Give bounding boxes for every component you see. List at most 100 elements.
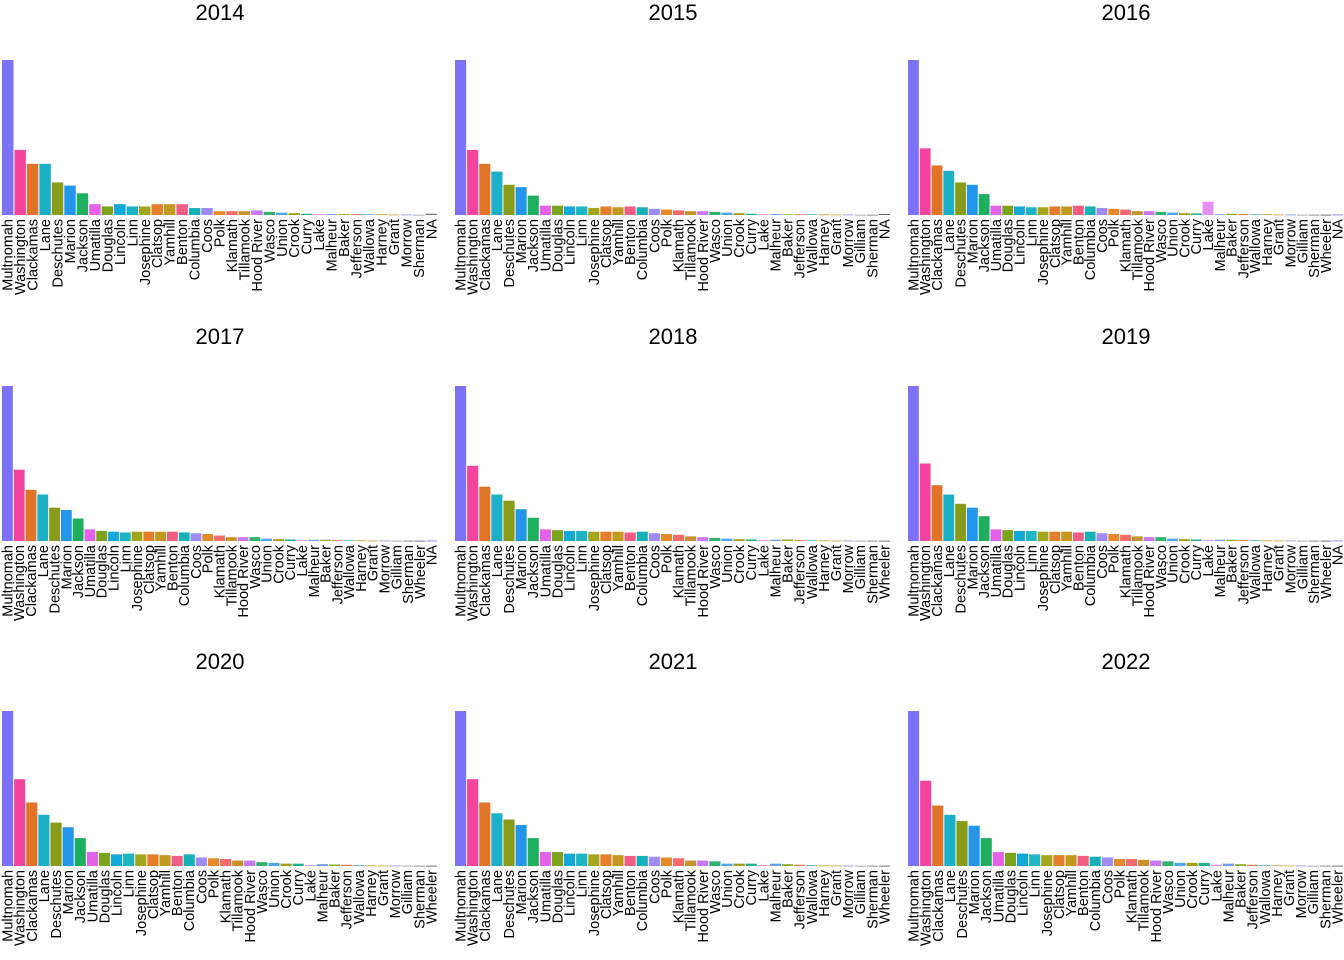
tick-label-2016-11: Josephine (1036, 219, 1052, 285)
bar-2014-sherman (413, 214, 425, 216)
tick-label-2014-10: Linn (125, 219, 141, 246)
tick-label-2019-17: Polk (1107, 544, 1123, 573)
tick-label-2017-4: Deschutes (48, 545, 64, 614)
tick-label-2021-31: Grant (829, 870, 845, 906)
bar-2018-morrow (842, 540, 854, 542)
bar-2018-malheur (769, 539, 782, 541)
bar-2016-linn (1025, 207, 1037, 215)
bar-2015-tillamook (685, 211, 697, 216)
tick-label-2017-2: Clackamas (24, 545, 40, 617)
bar-2021-polk (660, 857, 673, 867)
tick-label-2016-0: Multnomah (906, 219, 922, 291)
bar-2021-washington (467, 779, 479, 866)
bar-2018-lane (491, 494, 503, 541)
tick-label-2015-33: Gilliam (853, 219, 869, 263)
bar-2018-lake (757, 540, 769, 541)
tick-label-2014-27: Baker (337, 219, 353, 257)
tick-label-2021-27: Baker (781, 870, 797, 908)
bar-2016-wallowa (1249, 214, 1261, 216)
bar-2019-union (1167, 538, 1179, 541)
tick-label-2014-24: Curry (300, 218, 316, 254)
tick-label-2021-15: Columbia (635, 869, 651, 931)
tick-label-2015-25: Lake (756, 219, 772, 250)
bar-2014-multnomah (2, 60, 14, 215)
bar-2014-lake (313, 214, 325, 215)
bar-2019-benton (1072, 532, 1084, 542)
bar-2014-yamhill (163, 204, 176, 215)
bar-2020-lincoln (111, 854, 123, 867)
bar-2014-josephine (139, 206, 151, 215)
panel-title-2016: 2016 (1102, 0, 1151, 25)
tick-label-2021-26: Malheur (768, 870, 784, 923)
panel-title-2021: 2021 (649, 649, 698, 674)
tick-label-2014-5: Marion (63, 219, 79, 263)
tick-label-2019-24: Curry (1189, 544, 1205, 580)
bar-2019-lake (1202, 540, 1214, 541)
bar-2016-lincoln (1014, 206, 1025, 215)
tick-label-2016-35: Wheeler (1319, 219, 1335, 273)
tick-label-2018-27: Baker (781, 545, 797, 583)
tick-label-2015-35: NA (877, 219, 893, 239)
bar-2019-lincoln (1014, 530, 1025, 541)
bar-2018-curry (745, 539, 757, 541)
bar-2020-malheur (316, 864, 329, 866)
bar-2016-jefferson (1237, 214, 1249, 215)
bar-2019-wheeler (1320, 540, 1332, 542)
tick-label-2017-25: Lake (295, 545, 311, 576)
tick-label-2020-16: Coos (194, 870, 210, 904)
tick-label-2019-0: Multnomah (906, 545, 922, 617)
tick-label-2020-32: Morrow (388, 869, 404, 918)
bar-2014-benton (176, 204, 188, 215)
bar-2022-tillamook (1138, 859, 1150, 866)
tick-label-2022-33: Gilliam (1306, 870, 1322, 914)
bar-2014-polk (213, 211, 226, 216)
bar-2015-umatilla (539, 205, 551, 215)
bar-2021-morrow (842, 865, 854, 867)
bar-2014-jefferson (350, 214, 363, 215)
tick-label-2015-14: Benton (623, 219, 639, 265)
tick-label-2022-28: Jefferson (1246, 870, 1262, 929)
tick-label-2018-35: Wheeler (877, 545, 893, 599)
bar-2022-harney (1271, 865, 1283, 867)
tick-label-2021-19: Tillamook (684, 869, 700, 931)
bar-2017-josephine (131, 531, 143, 541)
bar-2019-curry (1190, 539, 1202, 541)
bar-2021-yamhill (612, 855, 624, 866)
tick-label-2015-12: Clatsop (599, 219, 615, 268)
tick-label-2019-14: Benton (1071, 545, 1087, 591)
tick-label-2017-8: Douglas (95, 545, 111, 598)
tick-label-2018-3: Lane (490, 545, 506, 577)
bar-2019-na (1332, 540, 1344, 542)
bar-2016-clackamas (931, 165, 943, 215)
bar-2019-gilliam (1296, 540, 1308, 542)
bar-2021-curry (745, 863, 757, 866)
bar-2016-benton (1072, 205, 1084, 215)
bar-2015-gilliam (854, 214, 866, 216)
tick-label-2018-7: Umatilla (538, 544, 554, 597)
bar-2016-grant (1273, 214, 1285, 216)
bar-2017-klamath (214, 535, 225, 542)
tick-label-2022-5: Marion (967, 870, 983, 914)
bar-2018-wasco (709, 537, 721, 541)
bar-2021-wallowa (806, 865, 818, 867)
tick-label-2020-12: Clatsop (146, 870, 162, 919)
tick-label-2016-29: Wallowa (1248, 218, 1264, 273)
bar-2019-malheur (1214, 539, 1226, 541)
bar-2016-douglas (1002, 205, 1014, 215)
panel-title-2017: 2017 (196, 324, 245, 349)
bar-2019-linn (1025, 530, 1037, 541)
bar-2020-baker (329, 864, 341, 866)
tick-label-2020-21: Wasco (255, 870, 271, 914)
tick-label-2022-29: Wallowa (1258, 869, 1274, 924)
tick-label-2014-4: Deschutes (51, 219, 67, 288)
tick-label-2021-21: Wasco (708, 870, 724, 914)
bar-2018-benton (624, 532, 636, 542)
bar-2016-union (1167, 212, 1179, 215)
tick-label-2017-19: Tillamook (224, 544, 240, 606)
bar-2020-clackamas (26, 802, 38, 866)
tick-label-2019-11: Josephine (1036, 545, 1052, 611)
tick-label-2015-32: Morrow (841, 218, 857, 267)
tick-label-2014-14: Benton (175, 219, 191, 265)
tick-label-2015-10: Linn (575, 219, 591, 246)
tick-label-2018-12: Clatsop (599, 545, 615, 594)
